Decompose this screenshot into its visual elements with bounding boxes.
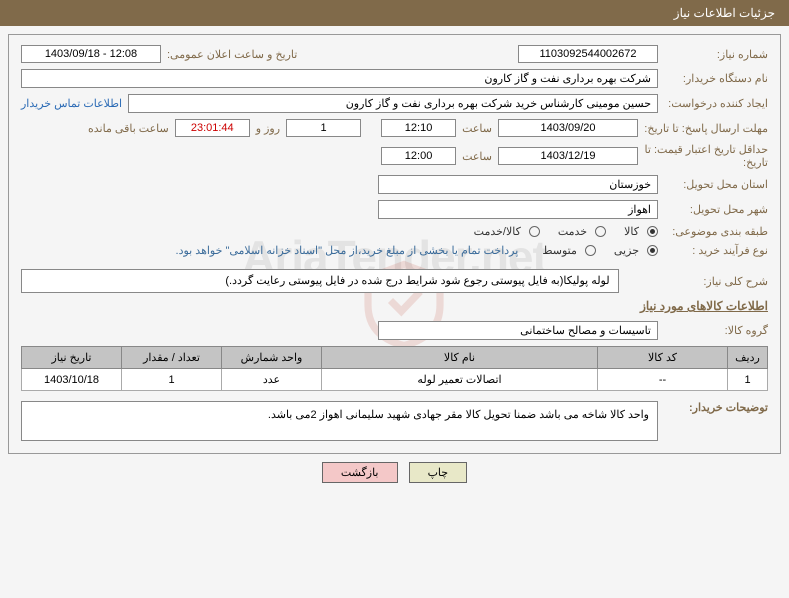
col-qty: تعداد / مقدار <box>122 347 222 369</box>
treasury-note: پرداخت تمام یا بخشی از مبلغ خرید،از محل … <box>176 244 519 257</box>
cell-code: -- <box>598 369 728 391</box>
validity-time: 12:00 <box>381 147 456 165</box>
goods-table: ردیف کد کالا نام کالا واحد شمارش تعداد /… <box>21 346 768 391</box>
cell-idx: 1 <box>728 369 768 391</box>
radio-medium[interactable] <box>585 245 596 256</box>
print-button[interactable]: چاپ <box>409 462 468 483</box>
col-name: نام کالا <box>322 347 598 369</box>
buyer-desc-value: واحد کالا شاخه می باشد ضمنا تحویل کالا م… <box>21 401 658 441</box>
creator-label: ایجاد کننده درخواست: <box>658 97 768 110</box>
desc-value: لوله پولیکا(به فایل پیوستی رجوع شود شرای… <box>21 269 619 293</box>
buyer-desc-label: توضیحات خریدار: <box>658 401 768 441</box>
need-no-value: 1103092544002672 <box>518 45 658 63</box>
desc-label: شرح کلی نیاز: <box>658 275 768 288</box>
need-no-label: شماره نیاز: <box>658 48 768 61</box>
cell-name: اتصالات تعمیر لوله <box>322 369 598 391</box>
creator-value: حسین مومینی کارشناس خرید شرکت بهره بردار… <box>128 94 658 113</box>
radio-goods[interactable] <box>647 226 658 237</box>
process-radio-group: جزیی متوسط <box>528 244 658 257</box>
table-row: 1 -- اتصالات تعمیر لوله عدد 1 1403/10/18 <box>22 369 768 391</box>
buyer-org-value: شرکت بهره برداری نفت و گاز کارون <box>21 69 658 88</box>
time-label-2: ساعت <box>462 150 492 163</box>
col-code: کد کالا <box>598 347 728 369</box>
button-row: چاپ بازگشت <box>0 462 789 489</box>
back-button[interactable]: بازگشت <box>322 462 398 483</box>
col-unit: واحد شمارش <box>222 347 322 369</box>
goods-section-title: اطلاعات کالاهای مورد نیاز <box>21 299 768 313</box>
process-label: نوع فرآیند خرید : <box>658 244 768 257</box>
radio-both[interactable] <box>529 226 540 237</box>
city-value: اهواز <box>378 200 658 219</box>
city-label: شهر محل تحویل: <box>658 203 768 216</box>
announce-label: تاریخ و ساعت اعلان عمومی: <box>167 48 297 61</box>
days-and-label: روز و <box>256 122 280 135</box>
category-radio-group: کالا خدمت کالا/خدمت <box>460 225 658 238</box>
radio-service[interactable] <box>595 226 606 237</box>
province-label: استان محل تحویل: <box>658 178 768 191</box>
buyer-org-label: نام دستگاه خریدار: <box>658 72 768 85</box>
category-label: طبقه بندی موضوعی: <box>658 225 768 238</box>
days-remaining: 1 <box>286 119 361 137</box>
validity-date: 1403/12/19 <box>498 147 638 165</box>
radio-small-label: جزیی <box>614 244 639 257</box>
time-label-1: ساعت <box>462 122 492 135</box>
radio-service-label: خدمت <box>558 225 587 238</box>
cell-unit: عدد <box>222 369 322 391</box>
remaining-label: ساعت باقی مانده <box>88 122 169 135</box>
province-value: خوزستان <box>378 175 658 194</box>
countdown-value: 23:01:44 <box>175 119 250 137</box>
col-ndate: تاریخ نیاز <box>22 347 122 369</box>
deadline-label: مهلت ارسال پاسخ: تا تاریخ: <box>638 122 768 135</box>
panel-header: جزئیات اطلاعات نیاز <box>0 0 789 26</box>
radio-small[interactable] <box>647 245 658 256</box>
radio-both-label: کالا/خدمت <box>474 225 521 238</box>
main-panel: شماره نیاز: 1103092544002672 تاریخ و ساع… <box>8 34 781 454</box>
col-idx: ردیف <box>728 347 768 369</box>
group-label: گروه کالا: <box>658 324 768 337</box>
deadline-time: 12:10 <box>381 119 456 137</box>
deadline-date: 1403/09/20 <box>498 119 638 137</box>
announce-value: 1403/09/18 - 12:08 <box>21 45 161 63</box>
radio-medium-label: متوسط <box>542 244 577 257</box>
contact-link[interactable]: اطلاعات تماس خریدار <box>21 97 122 110</box>
validity-label: حداقل تاریخ اعتبار قیمت: تا تاریخ: <box>638 143 768 169</box>
cell-ndate: 1403/10/18 <box>22 369 122 391</box>
radio-goods-label: کالا <box>624 225 639 238</box>
group-value: تاسیسات و مصالح ساختمانی <box>378 321 658 340</box>
table-header-row: ردیف کد کالا نام کالا واحد شمارش تعداد /… <box>22 347 768 369</box>
cell-qty: 1 <box>122 369 222 391</box>
